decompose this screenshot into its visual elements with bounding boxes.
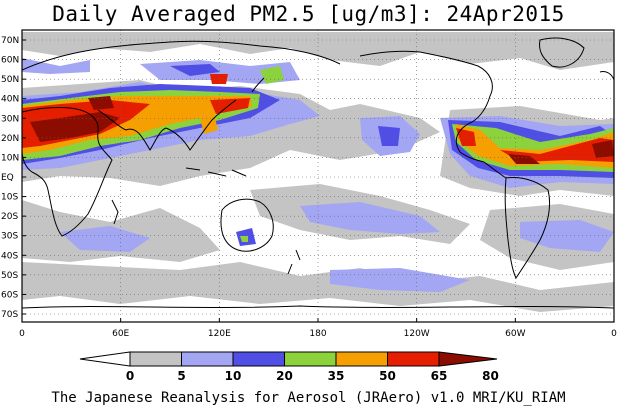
colorbar-label: 80 <box>482 369 499 383</box>
colorbar-bin <box>232 351 285 367</box>
lat-label: 20N <box>1 134 19 144</box>
footer-credit: The Japanese Reanalysis for Aerosol (JRA… <box>51 390 566 406</box>
colorbar-label: 65 <box>431 369 448 383</box>
lat-label: 30S <box>1 232 18 242</box>
lon-label: 180 <box>309 329 326 339</box>
lon-label: 60W <box>505 329 525 339</box>
lat-label: 50N <box>1 75 19 85</box>
lat-label: 30N <box>1 114 19 124</box>
lat-label: EQ <box>1 173 14 183</box>
map-title: Daily Averaged PM2.5 [ug/m3]: 24Apr2015 <box>52 2 565 26</box>
colorbar-label: 0 <box>126 369 134 383</box>
lon-label: 60E <box>112 329 129 339</box>
lat-label: 40S <box>1 251 18 261</box>
longitude-labels: 0 60E 120E 180 120W 60W 0 <box>19 318 617 339</box>
colorbar-bin <box>129 351 182 367</box>
lat-label: 20S <box>1 212 18 222</box>
colorbar-label: 5 <box>177 369 185 383</box>
lat-label: 60N <box>1 56 19 66</box>
lon-label: 0 <box>611 329 617 339</box>
colorbar-label: 20 <box>276 369 293 383</box>
lat-label: 10S <box>1 193 18 203</box>
pm25-level-80 <box>30 96 614 164</box>
graticule <box>22 30 614 322</box>
colorbar-bin <box>335 351 388 367</box>
latitude-labels: 70N 60N 50N 40N 30N 20N 10N EQ 10S 20S 30S 40S 50S 60… <box>1 36 26 320</box>
colorbar-arrow-high <box>438 351 498 367</box>
lat-label: 10N <box>1 153 19 163</box>
colorbar-label: 10 <box>225 369 242 383</box>
colorbar-bin <box>284 351 337 367</box>
coastlines <box>22 37 614 309</box>
lat-label: 50S <box>1 271 18 281</box>
lat-label: 70S <box>1 310 18 320</box>
pm25-field <box>22 30 614 322</box>
colorbar-label: 50 <box>379 369 396 383</box>
lat-label: 40N <box>1 95 19 105</box>
colorbar-arrow-low <box>79 351 131 367</box>
colorbar-bin <box>181 351 234 367</box>
lat-label: 70N <box>1 36 19 46</box>
lon-label: 120E <box>208 329 231 339</box>
lat-label: 60S <box>1 290 18 300</box>
colorbar-bin <box>387 351 440 367</box>
lon-label: 120W <box>404 329 430 339</box>
colorbar: 0 5 10 20 35 50 65 80 <box>79 351 499 383</box>
colorbar-label: 35 <box>328 369 345 383</box>
lon-label: 0 <box>19 329 25 339</box>
